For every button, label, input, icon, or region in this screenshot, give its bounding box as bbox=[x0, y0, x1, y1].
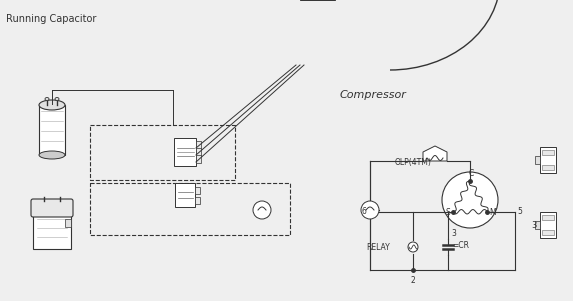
Circle shape bbox=[253, 201, 271, 219]
Circle shape bbox=[361, 201, 379, 219]
Text: S: S bbox=[446, 208, 450, 217]
Bar bbox=[542, 150, 554, 155]
Text: 6: 6 bbox=[361, 207, 366, 216]
Bar bbox=[33, 209, 71, 249]
Text: Compressor: Compressor bbox=[340, 90, 407, 100]
Text: OLP(4TM): OLP(4TM) bbox=[395, 159, 432, 167]
Polygon shape bbox=[423, 146, 447, 161]
Bar bbox=[196, 148, 201, 156]
Text: 2: 2 bbox=[411, 276, 415, 285]
Text: Running Capacitor: Running Capacitor bbox=[6, 14, 96, 24]
Text: =CR: =CR bbox=[452, 240, 469, 250]
Bar bbox=[90, 183, 290, 235]
Bar bbox=[540, 147, 556, 173]
Bar bbox=[196, 155, 201, 163]
Text: 3: 3 bbox=[532, 221, 537, 229]
Text: RELAY: RELAY bbox=[366, 243, 390, 252]
Ellipse shape bbox=[39, 100, 65, 110]
Bar bbox=[195, 187, 200, 194]
Ellipse shape bbox=[39, 151, 65, 159]
Bar bbox=[39, 105, 65, 155]
Text: 3: 3 bbox=[451, 229, 456, 238]
Bar bbox=[195, 197, 200, 203]
Bar bbox=[540, 212, 556, 238]
Bar bbox=[196, 141, 201, 149]
Text: M: M bbox=[489, 208, 496, 217]
Bar bbox=[90, 125, 235, 180]
Bar bbox=[65, 219, 71, 227]
Bar bbox=[175, 183, 195, 207]
Ellipse shape bbox=[55, 98, 59, 101]
Bar bbox=[535, 221, 540, 229]
Bar bbox=[542, 215, 554, 220]
Text: C: C bbox=[468, 169, 474, 178]
Text: 5: 5 bbox=[517, 207, 522, 216]
FancyBboxPatch shape bbox=[31, 199, 73, 217]
Bar bbox=[542, 165, 554, 170]
Bar bbox=[542, 230, 554, 235]
Circle shape bbox=[442, 172, 498, 228]
Circle shape bbox=[408, 242, 418, 252]
Bar bbox=[535, 156, 540, 164]
Bar bbox=[174, 138, 196, 166]
Ellipse shape bbox=[45, 98, 49, 101]
